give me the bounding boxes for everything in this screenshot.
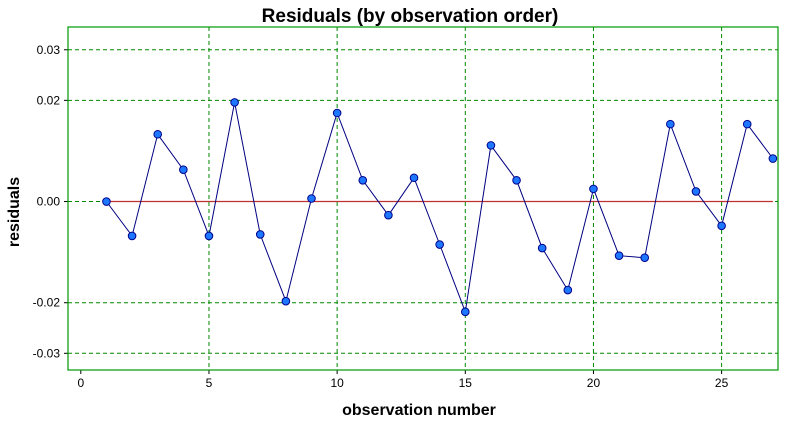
data-point: [691, 187, 701, 196]
y-tick-label: -0.02: [33, 296, 61, 310]
x-tick-label: 15: [459, 376, 473, 390]
x-tick-label: 25: [715, 376, 729, 390]
data-point: [614, 251, 624, 260]
x-tick-label: 0: [77, 376, 84, 390]
data-point: [717, 221, 726, 231]
data-point: [127, 231, 137, 241]
data-point: [537, 243, 547, 253]
data-point: [358, 175, 368, 185]
data-point: [204, 231, 214, 241]
axis-ticks: 0 5 10 15 20 25 -0.03 -0.02 0.00 0.02 0.03: [33, 43, 729, 390]
data-point: [230, 98, 239, 107]
data-point: [512, 175, 521, 185]
data-point: [384, 210, 393, 220]
data-point: [179, 165, 188, 174]
data-point: [460, 307, 470, 317]
data-point: [255, 230, 265, 239]
data-point: [768, 154, 778, 163]
x-tick-label: 5: [206, 376, 213, 390]
data-point: [640, 253, 650, 262]
chart-title: Residuals (by observation order): [262, 6, 559, 27]
plot-frame: [67, 26, 779, 371]
data-point: [332, 108, 342, 118]
residual-series: [102, 98, 778, 317]
series-line: [105, 102, 774, 314]
y-tick-label: 0.00: [37, 195, 61, 209]
grid-lines: [68, 27, 778, 370]
x-tick-label: 20: [587, 376, 601, 390]
y-tick-label: -0.03: [33, 346, 61, 360]
y-axis-label: residuals: [6, 177, 23, 247]
y-tick-label: 0.02: [37, 93, 61, 107]
x-axis-label: observation number: [342, 402, 496, 419]
data-point: [153, 129, 163, 139]
data-point: [409, 173, 419, 183]
data-point: [102, 197, 111, 206]
data-point: [281, 296, 291, 306]
data-point: [486, 141, 496, 150]
data-point: [563, 285, 573, 295]
x-tick-label: 10: [330, 376, 344, 390]
y-tick-label: 0.03: [37, 43, 61, 57]
data-point: [307, 194, 316, 203]
data-point: [435, 240, 444, 249]
data-point: [666, 119, 675, 129]
data-point: [589, 184, 598, 194]
data-point: [742, 119, 752, 129]
